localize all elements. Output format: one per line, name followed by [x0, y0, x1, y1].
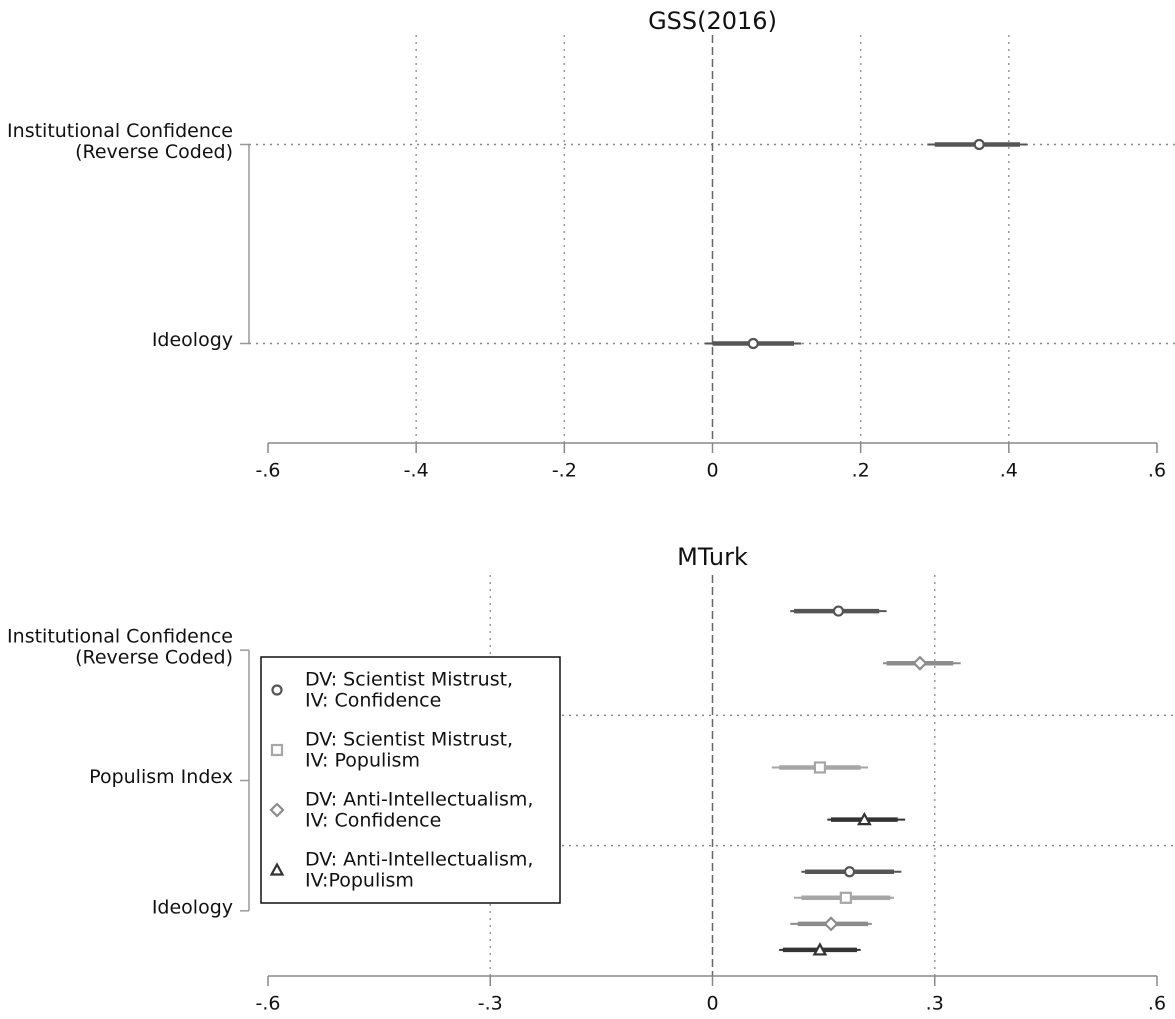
marker — [812, 942, 828, 956]
marker — [912, 655, 928, 671]
y-tick-label: Ideology — [152, 896, 233, 918]
marker — [813, 761, 827, 774]
y-tick-label: Institutional Confidence (Reverse Coded) — [7, 120, 233, 163]
marker — [269, 862, 285, 876]
chart-title: GSS(2016) — [648, 7, 777, 35]
x-tick-label: .3 — [926, 993, 944, 1015]
y-tick-label: Populism Index — [89, 766, 233, 788]
x-tick-label: .4 — [1000, 460, 1018, 482]
marker — [857, 811, 872, 826]
marker — [269, 802, 285, 818]
legend-box — [260, 656, 561, 904]
x-tick-label: 0 — [706, 993, 718, 1015]
legend-label: DV: Anti-Intellectualism, IV: Confidence — [305, 788, 533, 831]
x-tick-label: .2 — [852, 460, 870, 482]
x-tick-label: -.6 — [256, 460, 281, 482]
marker — [823, 916, 839, 932]
marker — [843, 866, 856, 878]
x-tick-label: .6 — [1148, 460, 1166, 482]
marker — [973, 138, 985, 151]
legend-label: DV: Anti-Intellectualism, IV:Populism — [305, 848, 533, 891]
legend-label: DV: Scientist Mistrust, IV: Confidence — [305, 668, 513, 711]
legend-label: DV: Scientist Mistrust, IV: Populism — [305, 728, 513, 771]
chart-title: MTurk — [677, 543, 748, 571]
x-tick-label: -.6 — [256, 993, 281, 1015]
x-tick-label: -.2 — [552, 460, 577, 482]
y-tick-label: Institutional Confidence (Reverse Coded) — [7, 625, 233, 668]
x-tick-label: 0 — [706, 460, 718, 482]
marker — [839, 891, 852, 904]
marker — [747, 337, 759, 350]
x-tick-label: .6 — [1148, 993, 1166, 1015]
y-tick-label: Ideology — [152, 329, 233, 351]
marker — [270, 743, 284, 757]
marker — [832, 605, 845, 617]
marker — [271, 684, 283, 696]
x-tick-label: -.4 — [404, 460, 429, 482]
x-tick-label: -.3 — [478, 993, 503, 1015]
